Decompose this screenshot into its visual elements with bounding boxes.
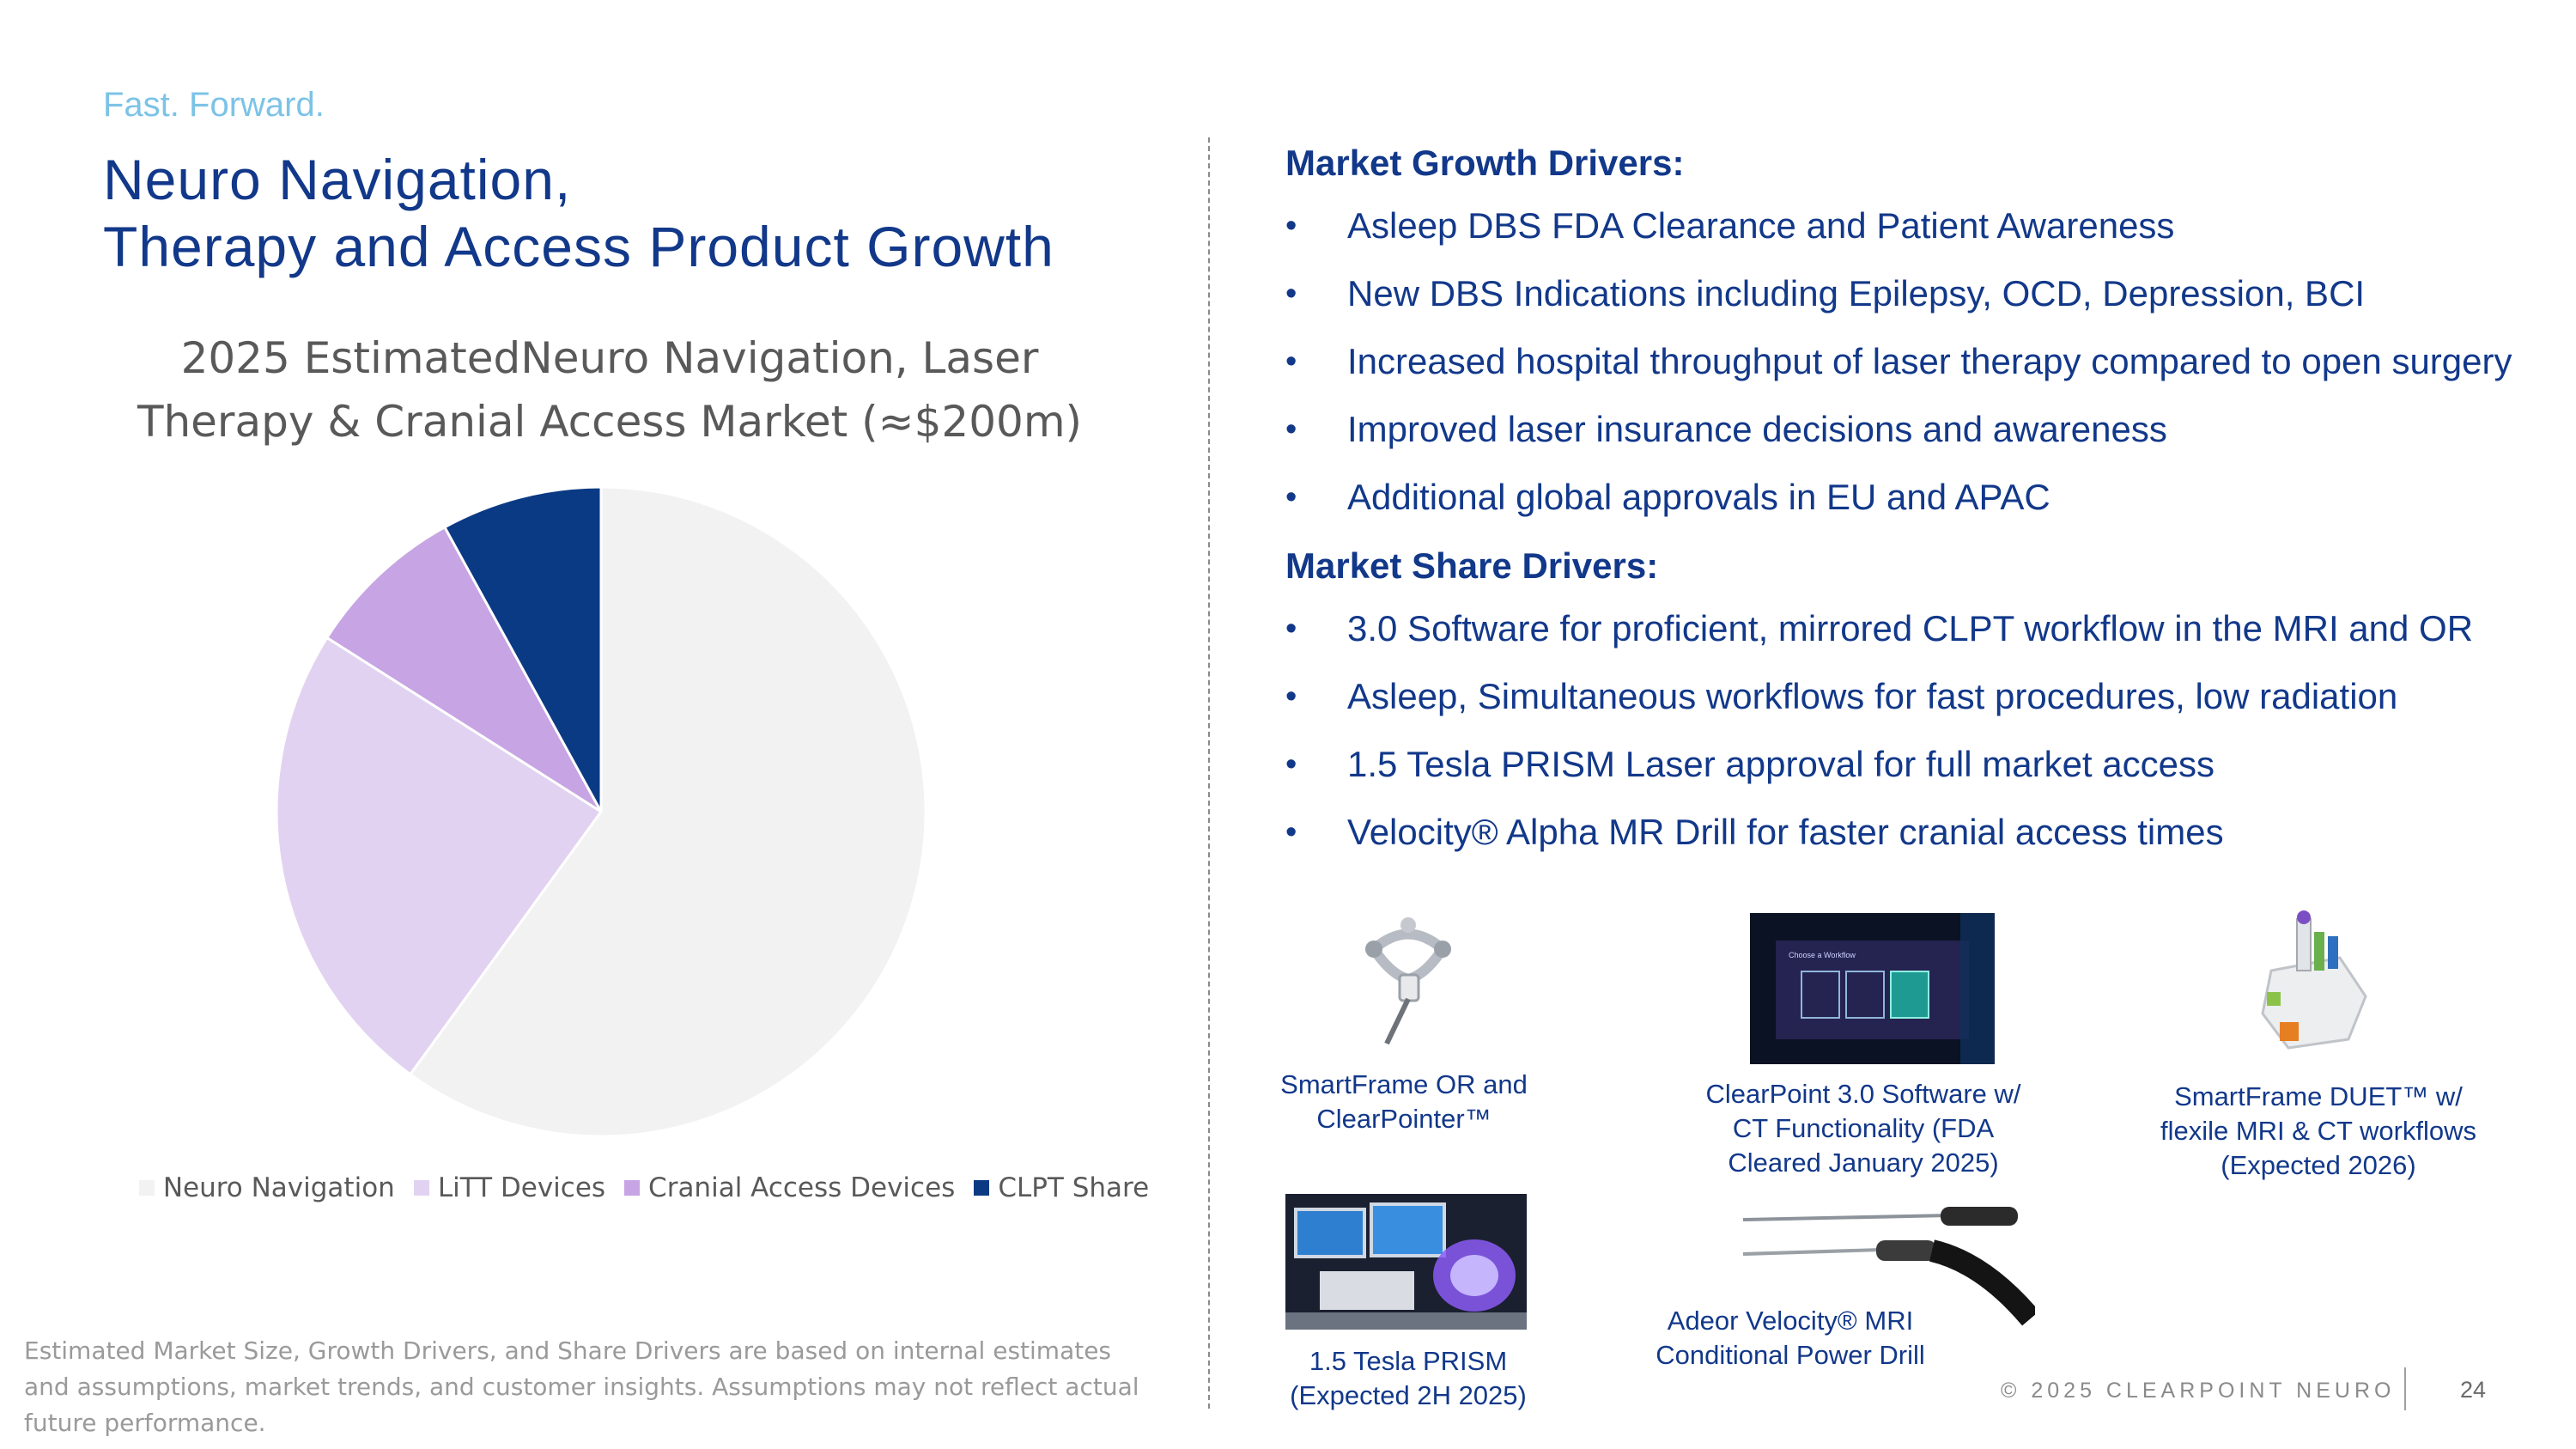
pie-chart [275, 485, 927, 1138]
driver-text: 1.5 Tesla PRISM Laser approval for full … [1347, 744, 2215, 784]
legend-swatch [624, 1180, 641, 1196]
bullet-marker: • [1285, 344, 1297, 380]
slide-title: Neuro Navigation, Therapy and Access Pro… [103, 146, 1054, 280]
smartframe-or-image [1365, 917, 1451, 1045]
disclaimer-footnote: Estimated Market Size, Growth Drivers, a… [24, 1336, 1139, 1437]
driver-text: Asleep, Simultaneous workflows for fast … [1347, 676, 2398, 716]
legend-item: LiTT Devices [413, 1172, 606, 1203]
page-number: 24 [2460, 1377, 2487, 1403]
bullet-marker: • [1285, 411, 1297, 447]
legend-item: Neuro Navigation [138, 1172, 395, 1203]
clearpoint-software-image: Choose a Workflow [1750, 913, 1995, 1064]
title-line-1: Neuro Navigation, [103, 148, 572, 211]
legend-item: CLPT Share [974, 1172, 1149, 1203]
share-driver-item: • 3.0 Software for proficient, mirrored C… [1285, 608, 2556, 649]
pie-slice-clpt-share [442, 485, 603, 813]
chart-legend: Neuro Navigation LiTT Devices Cranial Acce… [112, 1172, 1176, 1203]
driver-text: Asleep DBS FDA Clearance and Patient Awa… [1347, 205, 2175, 246]
prism-caption: 1.5 Tesla PRISM (Expected 2H 2025) [1290, 1346, 1527, 1410]
bullet-marker: • [1285, 679, 1297, 715]
tagline: Fast. Forward. [103, 86, 325, 124]
pie-slice-cranial-access-devices [325, 525, 603, 813]
footer-separator [2404, 1367, 2406, 1410]
bullet-marker: • [1285, 746, 1297, 782]
growth-driver-item: • Improved laser insurance decisions and … [1285, 409, 2556, 450]
smartframe-duet-image [2261, 910, 2367, 1050]
bullet-marker: • [1285, 276, 1297, 312]
share-drivers-list: • 3.0 Software for proficient, mirrored C… [1285, 608, 2556, 853]
share-drivers-heading: Market Share Drivers: [1285, 545, 1659, 586]
clearpoint-software-caption: ClearPoint 3.0 Software w/ CT Functional… [1705, 1079, 2021, 1178]
legend-label: Neuro Navigation [162, 1172, 395, 1203]
share-driver-item: • Velocity® Alpha MR Drill for faster cra… [1285, 812, 2556, 853]
bullet-marker: • [1285, 479, 1297, 515]
smartframe-duet-caption: SmartFrame DUET™ w/ flexile MRI & CT wor… [2160, 1081, 2477, 1180]
smartframe-or-caption: SmartFrame OR and ClearPointer™ [1280, 1069, 1528, 1134]
column-divider [1208, 137, 1210, 1409]
chart-title: 2025 EstimatedNeuro Navigation, Laser Th… [137, 333, 1083, 447]
legend-label: Cranial Access Devices [648, 1172, 956, 1203]
growth-driver-item: • New DBS Indications including Epilepsy,… [1285, 273, 2556, 314]
driver-text: 3.0 Software for proficient, mirrored CL… [1347, 608, 2474, 648]
bullet-marker: • [1285, 814, 1297, 850]
legend-label: LiTT Devices [437, 1172, 606, 1203]
driver-text: Additional global approvals in EU and AP… [1347, 477, 2050, 517]
legend-swatch [413, 1180, 429, 1196]
driver-text: Increased hospital throughput of laser t… [1347, 341, 2512, 381]
growth-drivers-heading: Market Growth Drivers: [1285, 143, 1685, 183]
legend-label: CLPT Share [998, 1172, 1150, 1203]
copyright: © 2025 CLEARPOINT NEURO [2001, 1379, 2396, 1403]
software-screen-text: Choose a Workflow [1789, 951, 1856, 959]
share-driver-item: • 1.5 Tesla PRISM Laser approval for full… [1285, 744, 2556, 785]
velocity-drill-image [1742, 1207, 2035, 1326]
growth-driver-item: • Asleep DBS FDA Clearance and Patient Aw… [1285, 205, 2556, 247]
prism-system-image [1285, 1194, 1527, 1330]
title-line-2: Therapy and Access Product Growth [103, 215, 1054, 278]
legend-item: Cranial Access Devices [624, 1172, 955, 1203]
pie-slice-litt-devices [275, 636, 604, 1076]
drivers-panel: Market Growth Drivers: • Asleep DBS FDA C… [1285, 142, 2556, 880]
velocity-drill-caption: Adeor Velocity® MRI Conditional Power Dr… [1656, 1306, 1925, 1370]
pie-slice-neuro-navigation [408, 485, 927, 1138]
driver-text: Improved laser insurance decisions and a… [1347, 409, 2167, 449]
growth-driver-item: • Additional global approvals in EU and A… [1285, 477, 2556, 518]
growth-driver-item: • Increased hospital throughput of laser … [1285, 341, 2556, 382]
growth-drivers-list: • Asleep DBS FDA Clearance and Patient Aw… [1285, 205, 2556, 518]
driver-text: Velocity® Alpha MR Drill for faster cran… [1347, 812, 2224, 852]
legend-swatch [138, 1180, 155, 1196]
share-driver-item: • Asleep, Simultaneous workflows for fast… [1285, 676, 2556, 717]
legend-swatch [974, 1180, 990, 1196]
bullet-marker: • [1285, 208, 1297, 244]
driver-text: New DBS Indications including Epilepsy, … [1347, 273, 2366, 314]
bullet-marker: • [1285, 611, 1297, 647]
